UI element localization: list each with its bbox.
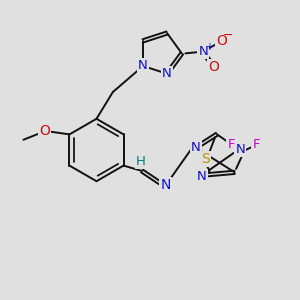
Text: N: N (191, 141, 201, 154)
Text: O: O (208, 60, 219, 74)
Text: +: + (205, 42, 213, 52)
Text: N: N (198, 45, 208, 58)
Text: F: F (227, 138, 235, 151)
Text: N: N (235, 143, 245, 156)
Text: N: N (138, 59, 148, 73)
Text: S: S (201, 152, 210, 166)
Text: −: − (222, 29, 233, 42)
Text: H: H (136, 155, 146, 168)
Text: F: F (252, 138, 260, 151)
Text: N: N (160, 178, 171, 192)
Text: O: O (216, 34, 227, 48)
Text: O: O (39, 124, 50, 138)
Text: N: N (197, 170, 207, 183)
Text: N: N (162, 67, 172, 80)
